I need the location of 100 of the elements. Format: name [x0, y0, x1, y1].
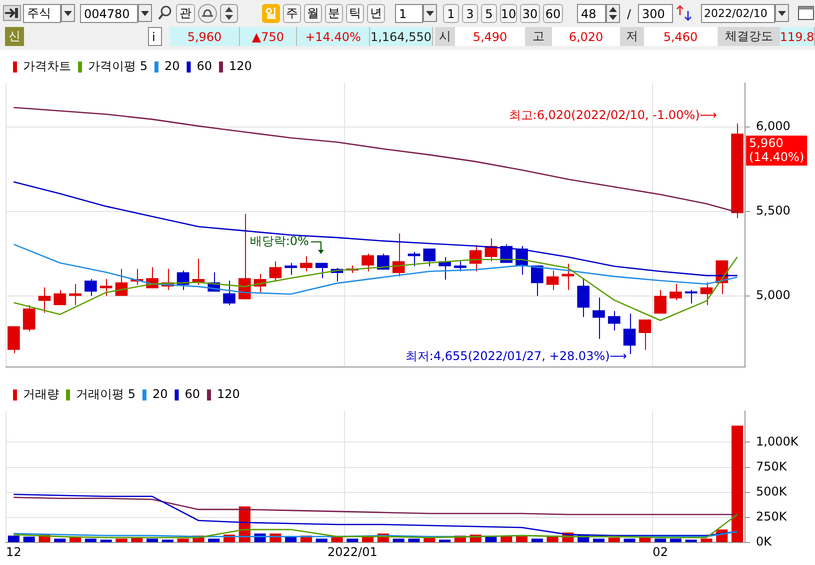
text: 시 [435, 27, 455, 46]
bar [84, 538, 96, 542]
candlestick [408, 251, 420, 267]
bar [208, 538, 220, 542]
candlestick [300, 256, 312, 272]
text: 5 [481, 4, 497, 23]
candlestick [469, 244, 482, 272]
candlestick [54, 289, 66, 306]
legend-label: 120 [228, 59, 252, 74]
candlestick [454, 260, 466, 272]
legend-label: 거래량 [23, 387, 59, 402]
candlestick [38, 286, 51, 314]
legend-label: 20 [152, 387, 168, 402]
y-tick-label: 500K [756, 484, 788, 498]
bar [23, 536, 35, 542]
bar [8, 536, 20, 542]
candlestick [84, 278, 97, 296]
text: / [626, 6, 632, 22]
legend-label: 가격차트 [23, 59, 71, 74]
bar [116, 538, 128, 542]
candlestick [638, 319, 652, 350]
text: 주 [283, 4, 301, 23]
candlestick [69, 284, 82, 306]
bar [700, 538, 712, 542]
legend-label: 거래이평 5 [76, 387, 136, 402]
bar [285, 536, 297, 542]
annotation: 최저:4,655(2022/01/27, +28.03%)⟶ [405, 348, 627, 363]
text: 6,020 [552, 27, 620, 46]
candlestick [546, 270, 559, 290]
bar [439, 540, 451, 542]
bar [162, 540, 174, 542]
text: 신 [5, 27, 24, 46]
bar [546, 536, 558, 542]
text: 1 [443, 4, 459, 23]
bar [485, 536, 497, 542]
y-tick-label: 6,000 [756, 119, 790, 134]
legend-label: 60 [184, 387, 200, 402]
text: 5,490 [455, 27, 525, 46]
x-tick-label: 2022/01 [327, 544, 378, 559]
bar [624, 538, 636, 542]
candlestick [562, 263, 574, 290]
text: ▲750 [240, 27, 297, 46]
candlestick [100, 278, 112, 296]
text: 고 [525, 27, 552, 46]
text: 체결강도 [718, 27, 780, 46]
candlestick [22, 304, 36, 332]
text: 119.8 [780, 27, 815, 46]
bar [408, 538, 420, 542]
text: 60 [543, 4, 563, 23]
bar [531, 538, 543, 542]
legend-label: 120 [216, 387, 240, 402]
annotation: 최고:6,020(2022/02/10, -1.00%)⟶ [508, 108, 717, 122]
text: 5,960 (14.40%) [749, 136, 804, 164]
text: 틱 [346, 4, 364, 23]
x-tick-label: 12 [6, 544, 22, 559]
candlestick [577, 278, 590, 318]
text: 1,164,550 [370, 27, 433, 46]
candlestick [362, 253, 374, 272]
candlestick [284, 262, 297, 276]
y-tick-label: 0K [756, 534, 773, 549]
legend-label: 60 [196, 59, 212, 74]
text: 주식 [23, 4, 61, 23]
text: 관 [176, 4, 195, 23]
y-tick-label: 5,500 [756, 204, 790, 218]
text: i [148, 27, 162, 46]
text: 월 [304, 4, 322, 23]
annotation: 배당락:0% [250, 234, 309, 248]
x-tick-label: 02 [652, 544, 668, 559]
candlestick [223, 280, 236, 306]
text: 2022/02/10 [701, 4, 775, 23]
bar [362, 536, 374, 542]
text: 일 [262, 4, 280, 23]
candlestick [608, 310, 620, 331]
y-tick-label: 1,000K [756, 434, 800, 448]
legend-label: 가격이평 5 [88, 59, 148, 74]
bar [54, 538, 66, 542]
legend-label: 20 [164, 59, 180, 74]
bar [608, 538, 620, 542]
bar [732, 426, 744, 542]
bar [592, 538, 605, 542]
y-tick-label: 5,000 [756, 288, 790, 302]
text: 30 [520, 4, 540, 23]
text: 저 [620, 27, 644, 46]
candlestick [670, 284, 682, 301]
bar [100, 540, 112, 542]
text: 3 [462, 4, 478, 23]
text: 48 [577, 4, 606, 23]
candlestick [654, 289, 666, 314]
bar [685, 540, 697, 542]
bar [331, 536, 343, 542]
candlestick [392, 232, 405, 277]
candlestick [700, 282, 713, 306]
text: 분 [325, 4, 343, 23]
bar [392, 538, 404, 542]
bar [177, 538, 189, 542]
y-tick-label: 750K [756, 459, 788, 474]
text: 300 [638, 4, 673, 23]
bar [146, 538, 158, 542]
text: 1 [395, 4, 423, 23]
candlestick [531, 264, 544, 296]
